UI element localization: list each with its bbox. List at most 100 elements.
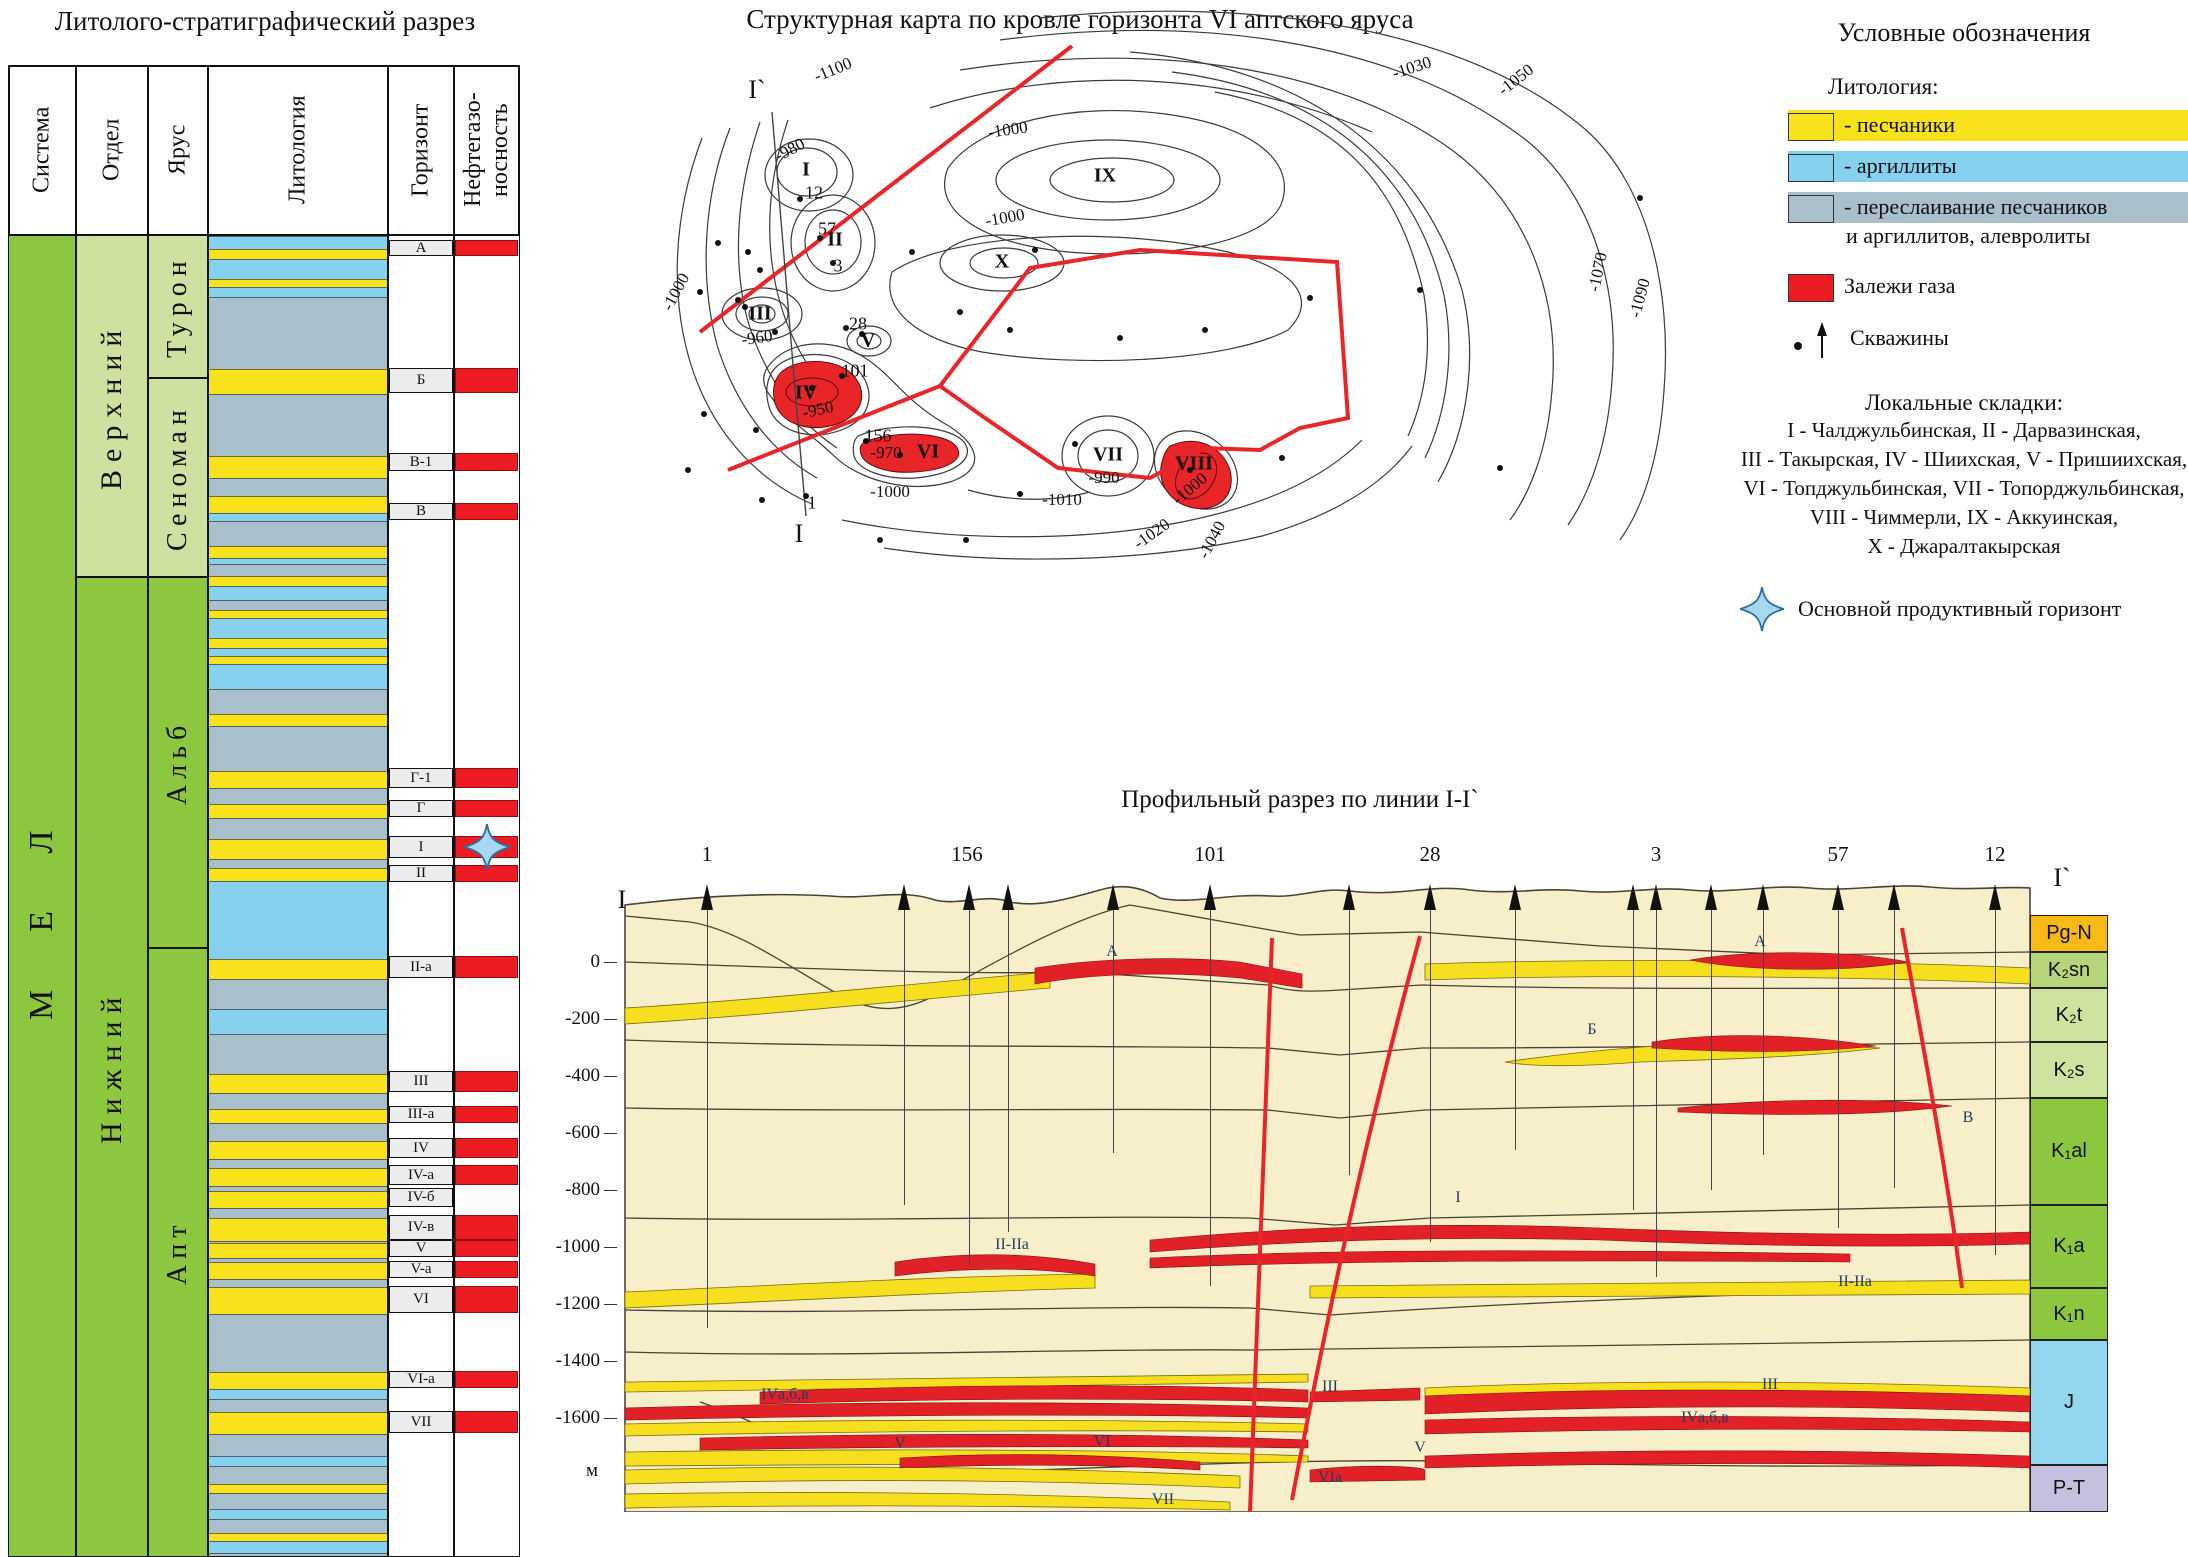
depth-tick: -1400	[540, 1350, 617, 1372]
profile-section	[624, 885, 2031, 1512]
well-dot	[859, 331, 865, 337]
well-dot	[817, 235, 823, 241]
otdel-cell: Нижний	[76, 577, 148, 1557]
well-marker-icon	[1627, 884, 1639, 910]
lithology-stripe	[209, 618, 387, 638]
lithology-stripe	[209, 1168, 387, 1186]
well-stick	[1656, 892, 1658, 1277]
horizon-row: IV-а	[389, 1165, 519, 1185]
fold-label: VII	[1092, 443, 1124, 466]
strat-unit-cell: K₁n	[2030, 1288, 2108, 1340]
well-marker-icon	[963, 884, 975, 910]
structure-map	[676, 10, 1667, 560]
horizon-row: А	[389, 240, 519, 256]
well-dot	[701, 411, 707, 417]
horizon-row: IV-б	[389, 1188, 519, 1207]
lithology-stripe	[209, 859, 387, 868]
fold-label: I	[802, 158, 810, 181]
profile-horizon-label: III	[1762, 1376, 1778, 1393]
lithology-swatch-icon	[1788, 194, 1834, 223]
horizon-row: Г-1	[389, 768, 519, 788]
well-number: 57	[1827, 842, 1849, 866]
tick-mark	[604, 1361, 617, 1362]
lithology-stripe	[209, 546, 387, 558]
lithology-stripe	[209, 1191, 387, 1208]
profile-horizon-label: А	[1754, 933, 1766, 950]
well-dot	[839, 373, 845, 379]
lithology-swatch-icon	[1788, 153, 1834, 182]
depth-tick: -1200	[540, 1293, 617, 1315]
well-number: 3	[1650, 842, 1662, 866]
well-number: 156	[864, 425, 892, 446]
horizon-label: IV-в	[389, 1215, 453, 1240]
legend: Условные обозначения Литология: - песчан…	[1740, 18, 2188, 631]
well-dot	[1279, 455, 1285, 461]
strat-unit-code: Pg-N	[2046, 922, 2092, 944]
fold-label: VIII	[1175, 452, 1213, 475]
well-marker-icon	[1650, 884, 1662, 910]
horizon-row: Г	[389, 800, 519, 817]
well-dot	[772, 329, 778, 335]
horizon-row: V	[389, 1240, 519, 1257]
oil-gas-bar	[455, 1138, 518, 1158]
strat-unit-cell: K₁al	[2030, 1098, 2108, 1205]
horizon-row: V-а	[389, 1261, 519, 1278]
legend-item-label: - песчаники	[1844, 112, 1956, 137]
depth-tick: 0	[540, 951, 617, 973]
well-number: 3	[833, 255, 843, 276]
well-dot	[697, 289, 703, 295]
strat-unit-code: K₂sn	[2047, 958, 2091, 981]
lithology-column	[208, 235, 388, 1557]
oil-gas-bar	[455, 956, 518, 978]
lithology-stripe	[209, 1243, 387, 1258]
oil-gas-bar	[455, 1071, 518, 1092]
well-dot	[1202, 327, 1208, 333]
strat-unit-code: J	[2064, 1391, 2074, 1413]
profile-title: Профильный разрез по линии I-I`	[1121, 786, 1479, 813]
fold-label: IV	[794, 381, 818, 404]
lithology-stripe	[209, 839, 387, 859]
column-header: Ярус	[148, 65, 208, 235]
horizon-row: IV-в	[389, 1215, 519, 1240]
lithology-stripe	[209, 558, 387, 564]
oil-gas-bar	[455, 800, 518, 817]
legend-lithology-items: - песчаники - аргиллиты - переслаивание …	[1740, 110, 2188, 223]
lithology-stripe	[209, 1399, 387, 1412]
lithology-stripe	[209, 1218, 387, 1241]
legend-gas-item: Залежи газа	[1788, 271, 2188, 302]
well-marker-icon	[701, 884, 713, 910]
lithology-stripe	[209, 576, 387, 586]
lithology-stripe	[209, 369, 387, 394]
lithology-stripe	[209, 1412, 387, 1434]
profile-horizon-label: А	[1106, 943, 1118, 960]
well-dot	[1117, 335, 1123, 341]
horizon-row: III	[389, 1071, 519, 1092]
column-header-label: Отдел	[98, 118, 125, 182]
horizon-row: VII	[389, 1411, 519, 1433]
well-dot	[1417, 287, 1423, 293]
legend-wells-label: Скважины	[1850, 324, 1949, 350]
horizon-row: В-1	[389, 453, 519, 471]
tick-mark	[604, 962, 617, 963]
well-dot	[877, 537, 883, 543]
well-stick	[1113, 898, 1115, 1153]
oil-gas-bar	[455, 453, 518, 471]
well-stick	[1008, 902, 1010, 1232]
strat-unit-code: K₂s	[2053, 1058, 2085, 1081]
depth-tick: -800	[540, 1179, 617, 1201]
lithology-stripe	[209, 1009, 387, 1034]
lithology-stripe	[209, 394, 387, 456]
well-symbol-icon	[1794, 321, 1827, 358]
lithology-stripe	[209, 1208, 387, 1218]
lithology-stripe	[209, 279, 387, 287]
horizon-row: IV	[389, 1138, 519, 1158]
fold-label: III	[748, 302, 772, 325]
well-marker-icon	[1107, 884, 1119, 910]
lithology-stripe	[209, 249, 387, 259]
gas-swatch-icon	[1788, 273, 1834, 302]
lithology-stripe	[209, 478, 387, 496]
well-stick	[1633, 890, 1635, 1210]
lithology-stripe	[209, 648, 387, 656]
legend-interbed-line2: и аргиллитов, алевролиты	[1846, 222, 2091, 248]
lithology-stripe	[209, 959, 387, 979]
